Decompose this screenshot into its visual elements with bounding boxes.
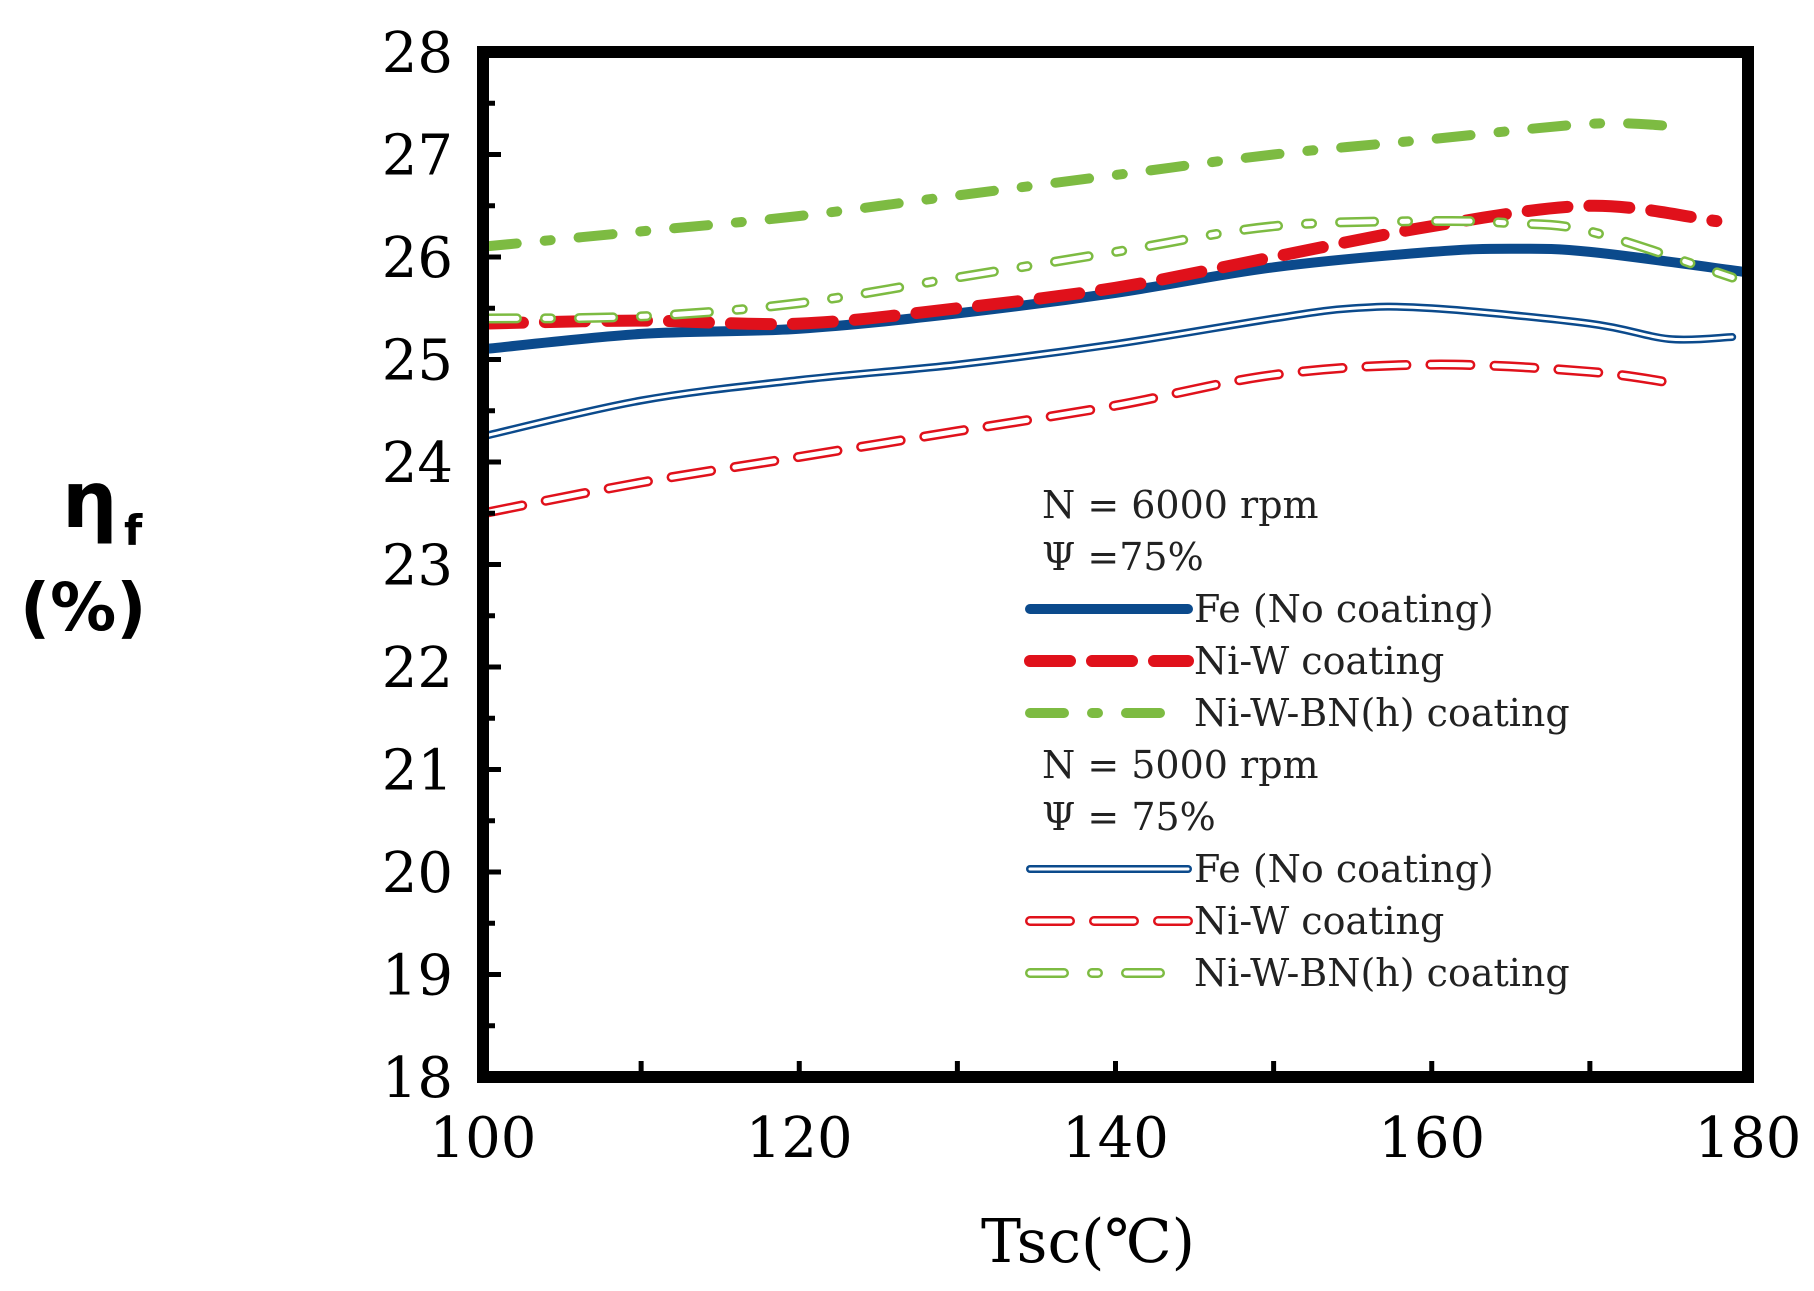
legend-label: Ni-W coating <box>1194 899 1444 943</box>
series-line-5-hollow <box>483 218 1735 321</box>
series-line-4-hollow <box>483 362 1688 516</box>
x-tick-label: 140 <box>1062 1106 1169 1171</box>
x-tick-label: 160 <box>1378 1106 1485 1171</box>
legend-header: Ψ =75% <box>1042 535 1204 579</box>
y-tick-label: 25 <box>382 329 453 394</box>
y-tick-label: 23 <box>382 534 453 599</box>
series-lines <box>483 118 1748 519</box>
y-axis-unit: (%) <box>20 569 146 646</box>
y-axis-label: η <box>62 456 118 546</box>
y-tick-label: 27 <box>382 124 453 189</box>
y-tick-label: 20 <box>382 841 453 906</box>
y-tick-label: 26 <box>382 226 453 291</box>
series-line-3-hollow <box>483 305 1734 438</box>
series-line-1 <box>483 199 1723 331</box>
legend-header: N = 5000 rpm <box>1042 743 1319 787</box>
series-layer <box>483 118 1748 519</box>
x-tick-label: 180 <box>1695 1106 1802 1171</box>
ticks-layer: 18 19 20 21 22 23 24 25 26 27 28 100 120 140 160 180 <box>382 21 1802 1171</box>
series-line-5 <box>483 215 1738 324</box>
series-line-0 <box>483 243 1748 355</box>
legend-label: Ni-W coating <box>1194 639 1444 683</box>
legend-header: Ψ = 75% <box>1042 795 1216 839</box>
x-tick-label: 120 <box>746 1106 853 1171</box>
y-tick-label: 18 <box>382 1046 453 1111</box>
y-tick-label: 19 <box>382 944 453 1009</box>
y-axis-label-subscript: f <box>124 506 143 555</box>
series-line-2 <box>483 118 1674 252</box>
y-tick-label: 22 <box>382 636 453 701</box>
legend-label: Ni-W-BN(h) coating <box>1194 951 1570 995</box>
y-tick-label: 24 <box>382 431 453 496</box>
y-tick-label: 28 <box>382 21 453 86</box>
legend-label: Fe (No coating) <box>1194 847 1494 891</box>
legend-header: N = 6000 rpm <box>1042 483 1319 527</box>
legend: N = 6000 rpm Ψ =75% Fe (No coating) Ni-W co… <box>1024 483 1570 995</box>
x-tick-label: 100 <box>430 1106 537 1171</box>
y-tick-label: 21 <box>382 739 453 804</box>
x-axis-label: Tsc(℃) <box>981 1207 1195 1277</box>
legend-label: Fe (No coating) <box>1194 587 1494 631</box>
legend-label: Ni-W-BN(h) coating <box>1194 691 1570 735</box>
